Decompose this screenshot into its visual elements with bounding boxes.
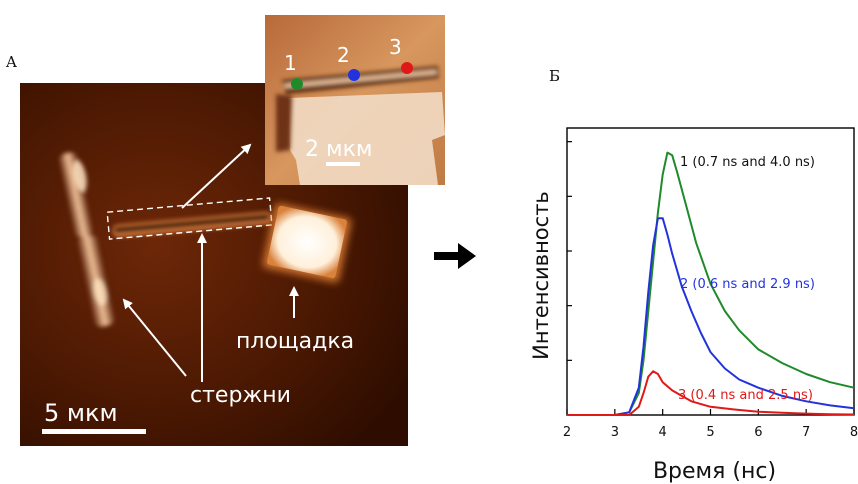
inset-point-1-label: 1 [284,51,297,75]
vertical-rod [58,152,116,327]
x-tick-label: 8 [850,425,858,440]
scale-bar-main-label: 5 мкм [44,399,118,427]
horizontal-rod [112,211,272,238]
series-label-3: 3 (0.4 ns and 2.5 ns) [678,388,813,403]
inset-point-3 [401,62,413,74]
x-tick-label: 6 [754,425,762,440]
arrow-to-inset [181,143,252,209]
panel-a-letter: A [6,53,17,71]
series-layer: 1 (0.7 ns and 4.0 ns) 2 (0.6 ns and 2.9 n… [567,151,855,416]
y-axis-label: Интенсивность [529,191,553,360]
scale-bar-main [42,429,146,434]
x-axis-label: Время (нс) [653,459,776,484]
series-label-1: 1 (0.7 ns and 4.0 ns) [680,155,815,170]
decay-chart: 2 3 4 5 6 7 8 1 (0.7 ns and 4.0 ns) 2 (0.6 ns a… [529,127,858,484]
scale-bar-inset [326,162,360,166]
inset-point-3-label: 3 [389,35,402,59]
panel-arrow [434,243,476,269]
series-label-2: 2 (0.6 ns and 2.9 ns) [680,277,815,292]
chart-frame [566,127,855,416]
label-rods: стержни [190,383,291,408]
x-tick-label: 3 [611,425,619,440]
panel-b-letter: Б [549,67,561,85]
inset-image: 1 2 3 2 мкм [265,15,445,185]
y-ticks [567,141,572,361]
series-line-3 [567,370,855,416]
selection-box [106,197,273,240]
x-tick-label: 2 [563,425,571,440]
inset-point-2-label: 2 [337,43,350,67]
x-tick-label: 7 [802,425,810,440]
inset-point-1 [291,78,303,90]
inset-pad [288,92,445,185]
x-tick-label: 5 [706,425,714,440]
panel-a-image: площадка стержни 5 мкм [20,83,408,446]
series-line-1 [567,151,855,416]
series-line-2 [567,217,855,416]
arrow-rods-2 [122,298,187,377]
label-pad: площадка [236,329,354,354]
inset-point-2 [348,69,360,81]
scale-bar-inset-label: 2 мкм [305,137,372,162]
x-tick-label: 4 [659,425,667,440]
pad [262,203,352,283]
